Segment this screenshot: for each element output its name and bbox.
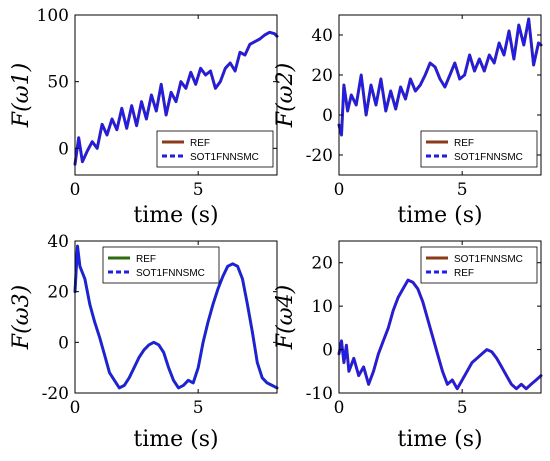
x-tick-label: 5 <box>193 180 204 200</box>
legend: REF SOT1FNNSMC <box>420 130 538 168</box>
x-axis-title: time (s) <box>133 427 218 452</box>
x-axis-title: time (s) <box>397 427 482 452</box>
x-tick-label: 5 <box>457 398 468 418</box>
legend-label: SOT1FNNSMC <box>454 152 523 163</box>
y-tick-label: -10 <box>306 384 333 404</box>
legend-label: REF <box>136 254 156 265</box>
series-line-sot1fnnsmc <box>73 244 279 390</box>
legend-label: REF <box>190 138 210 149</box>
x-tick-label: 5 <box>193 398 204 418</box>
axes-frame <box>338 240 542 394</box>
y-tick-label: 40 <box>47 232 69 252</box>
legend-label: SOT1FNNSMC <box>190 152 259 163</box>
y-tick-label: 100 <box>37 6 69 26</box>
y-tick-label: -20 <box>42 384 69 404</box>
legend-box <box>420 246 538 284</box>
series-line-sot1fnnsmc <box>337 278 543 391</box>
axes-frame <box>74 14 278 176</box>
y-tick-label: 10 <box>311 297 333 317</box>
y-tick-label: 20 <box>47 283 69 303</box>
y-tick-label: 50 <box>47 73 69 93</box>
y-tick-label: 0 <box>322 341 333 361</box>
axes-frame <box>338 14 542 176</box>
legend-box <box>102 246 220 284</box>
axes-frame <box>74 240 278 394</box>
legend-label: SOT1FNNSMC <box>136 268 205 279</box>
x-axis-title: time (s) <box>133 203 218 228</box>
y-axis-title: F(ω2) <box>273 63 298 128</box>
series-line-sot1fnnsmc <box>73 30 279 166</box>
x-tick-label: 0 <box>70 398 81 418</box>
x-tick-label: 0 <box>70 180 81 200</box>
legend-box <box>420 130 538 168</box>
x-tick-label: 0 <box>334 180 345 200</box>
y-tick-label: -20 <box>306 146 333 166</box>
y-axis-title: F(ω3) <box>9 285 34 350</box>
series-line-sot1fnnsmc <box>337 17 543 137</box>
y-tick-label: 0 <box>322 106 333 126</box>
series-line-ref <box>337 278 543 391</box>
y-axis-title: F(ω1) <box>9 63 34 128</box>
legend: SOT1FNNSMC REF <box>420 246 538 284</box>
x-tick-label: 0 <box>334 398 345 418</box>
legend: REF SOT1FNNSMC <box>102 246 220 284</box>
legend-label: SOT1FNNSMC <box>454 254 523 265</box>
y-tick-label: 20 <box>311 66 333 86</box>
y-axis-title: F(ω4) <box>273 285 298 350</box>
y-tick-label: 0 <box>58 139 69 159</box>
legend-label: REF <box>454 138 474 149</box>
legend-box <box>156 130 274 168</box>
x-tick-label: 5 <box>457 180 468 200</box>
x-axis-title: time (s) <box>397 203 482 228</box>
legend-label: REF <box>454 268 474 279</box>
y-tick-label: 40 <box>311 26 333 46</box>
y-tick-label: 20 <box>311 254 333 274</box>
y-tick-label: 0 <box>58 333 69 353</box>
legend: REF SOT1FNNSMC <box>156 130 274 168</box>
